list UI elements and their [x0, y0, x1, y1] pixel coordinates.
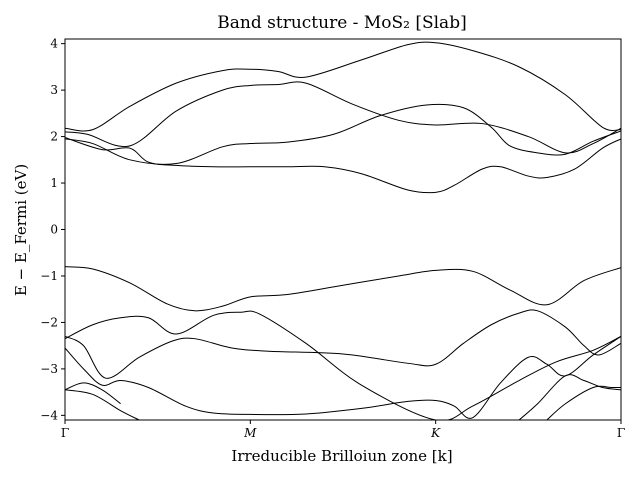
y-tick-label: 4 — [50, 37, 58, 51]
x-axis-label: Irreducible Brilloiun zone [k] — [231, 447, 452, 465]
band-line-5 — [65, 266, 621, 312]
y-tick-label: −2 — [40, 315, 58, 329]
chart-title: Band structure - MoS₂ [Slab] — [217, 13, 466, 33]
plot-area — [65, 41, 621, 420]
band-line-8 — [65, 335, 621, 419]
band-line-2 — [65, 81, 621, 154]
band-line-12 — [546, 385, 621, 420]
y-axis: −4 −3 −2 −1 0 1 2 3 4 — [40, 37, 65, 422]
y-tick-label: 2 — [50, 130, 58, 144]
band-line-7 — [65, 309, 621, 379]
band-line-6 — [65, 310, 621, 420]
x-tick-label: K — [430, 426, 441, 440]
band-line-4 — [65, 137, 621, 194]
x-tick-label: M — [243, 426, 257, 440]
y-tick-label: −4 — [40, 408, 58, 422]
y-tick-label: −3 — [40, 362, 58, 376]
band-line-10 — [65, 389, 140, 420]
band-line-1 — [65, 41, 621, 132]
y-tick-label: −1 — [40, 269, 58, 283]
x-tick-label: Γ — [617, 426, 625, 440]
y-tick-label: 0 — [50, 223, 58, 237]
y-tick-label: 3 — [50, 83, 58, 97]
band-line-9 — [65, 382, 121, 405]
y-axis-label: E − E_Fermi (eV) — [12, 164, 30, 296]
band-line-11 — [518, 374, 621, 420]
y-tick-label: 1 — [50, 176, 58, 190]
x-tick-label: Γ — [61, 426, 69, 440]
